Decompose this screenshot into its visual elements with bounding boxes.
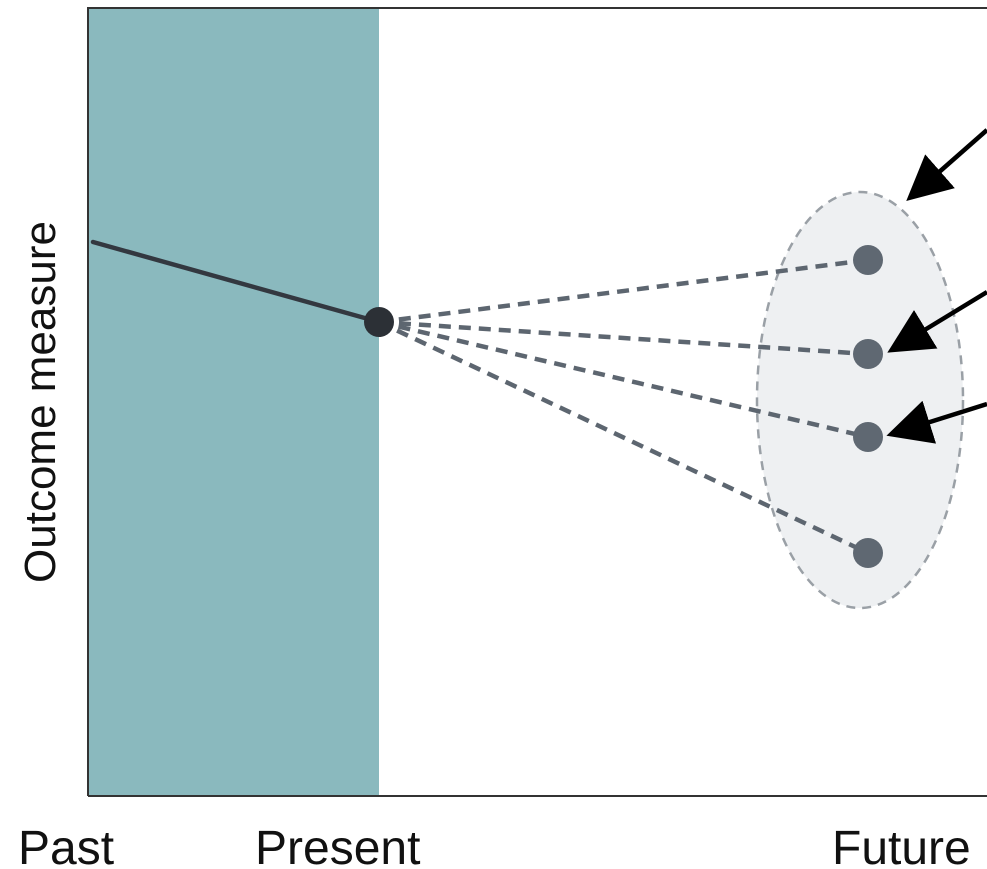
x-axis-label-past: Past	[18, 822, 114, 869]
annotation-arrow-point-3	[886, 400, 987, 444]
projection-line-3	[378, 319, 869, 440]
historical-trend-line	[90, 239, 382, 325]
future-outcome-point-1	[853, 245, 883, 275]
past-region	[88, 8, 379, 796]
x-axis-label-future: Future	[832, 822, 971, 869]
projection-line-4	[378, 319, 869, 556]
future-outcome-point-3	[853, 422, 883, 452]
plot-frame	[87, 7, 987, 796]
y-axis-label: Outcome measure	[16, 221, 65, 583]
annotation-arrow-point-2	[887, 290, 987, 353]
future-outcome-point-4	[853, 538, 883, 568]
x-axis-label-present: Present	[255, 822, 420, 869]
annotation-arrow-ellipse	[906, 128, 987, 201]
future-outcome-point-2	[853, 339, 883, 369]
projection-line-2	[378, 319, 869, 357]
present-point	[364, 307, 394, 337]
future-uncertainty-ellipse	[755, 190, 965, 610]
projection-line-1	[378, 257, 869, 325]
